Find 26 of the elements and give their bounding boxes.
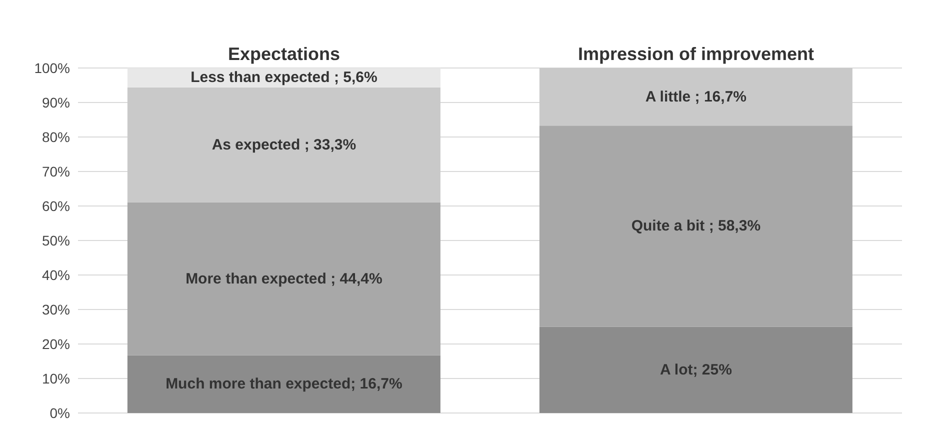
data-label: More than expected ; 44,4% (186, 270, 382, 288)
x-tick-label: Impression of improvement (578, 44, 814, 64)
data-label: Quite a bit ; 58,3% (631, 218, 761, 235)
y-tick-label: 60% (42, 198, 70, 214)
y-tick-label: 100% (34, 60, 70, 76)
y-tick-label: 20% (42, 336, 70, 352)
bar (127, 355, 440, 413)
bar (539, 126, 852, 327)
bar (539, 68, 852, 126)
data-label: Less than expected ; 5,6% (190, 69, 378, 86)
y-tick-label: 30% (42, 301, 70, 318)
bar (127, 87, 440, 202)
bar (127, 202, 440, 356)
data-label: Much more than expected; 16,7% (166, 376, 402, 393)
y-tick-label: 40% (42, 266, 70, 283)
y-tick-label: 80% (42, 128, 70, 145)
y-tick-label: 50% (42, 232, 70, 248)
data-label: A little ; 16,7% (645, 88, 747, 106)
y-tick-label: 70% (42, 163, 70, 180)
y-tick-label: 10% (42, 370, 70, 386)
x-tick-label: Expectations (228, 44, 340, 64)
y-tick-label: 90% (42, 94, 70, 110)
data-label: A lot; 25% (660, 361, 732, 378)
bar (539, 326, 852, 413)
data-label: As expected ; 33,3% (212, 136, 356, 154)
y-tick-label: 0% (50, 404, 70, 421)
